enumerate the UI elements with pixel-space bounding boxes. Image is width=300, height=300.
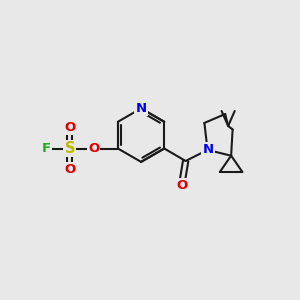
Text: O: O [88,142,99,155]
Text: N: N [136,102,147,115]
Text: O: O [64,121,75,134]
Text: N: N [202,143,214,156]
Text: O: O [64,164,75,176]
Text: O: O [176,179,188,193]
Text: S: S [64,141,75,156]
Text: F: F [41,142,51,155]
